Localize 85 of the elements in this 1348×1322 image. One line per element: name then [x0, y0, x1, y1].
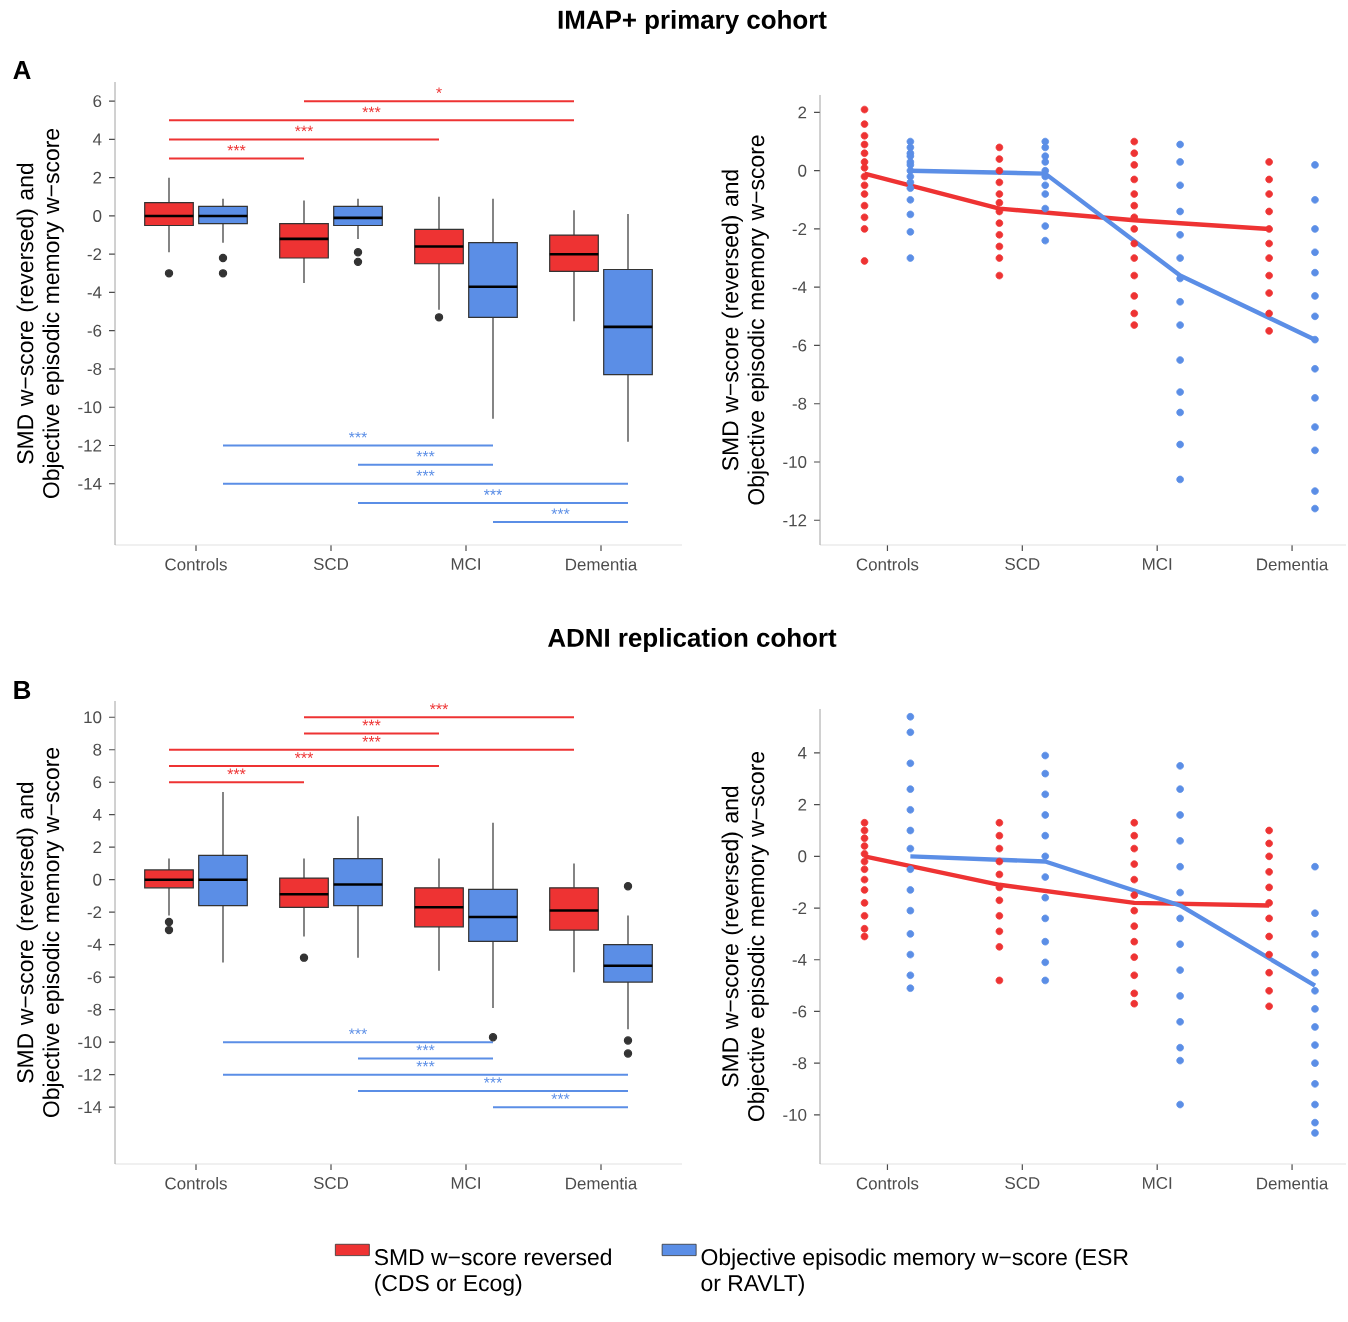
x-tick-label: Dementia	[1257, 558, 1329, 571]
y-tick-label: -4	[87, 938, 102, 951]
y-tick-label: 4	[797, 747, 807, 759]
ref-line-label: ***	[362, 106, 381, 113]
y-tick-label: -6	[792, 1005, 807, 1018]
ref-line-label: ***	[429, 703, 449, 710]
x-tick-label: Controls	[165, 558, 227, 571]
y-tick-label: 10	[84, 711, 102, 724]
y-tick-label: 0	[798, 164, 807, 177]
y-tick-label: 2	[798, 106, 807, 119]
y-tick-label: -6	[87, 971, 102, 984]
y-tick-label: 0	[93, 209, 102, 222]
ref-line-label: ***	[348, 431, 368, 438]
text: ADNI replication cohort	[548, 627, 837, 653]
legend-label: SMD w−score reversed (CDS or Ecog)	[374, 1248, 611, 1296]
y-tick-label: 2	[93, 171, 102, 184]
y-tick-label: -2	[792, 902, 807, 914]
ref-line-label: ***	[348, 1028, 368, 1035]
ref-line-label: ***	[551, 1093, 570, 1100]
ref-line-label: ***	[227, 144, 246, 151]
x-tick-label: Controls	[856, 558, 919, 571]
y-axis-title: SMD w−score (reversed) and Objective episodic memory w−score	[16, 128, 64, 499]
x-tick-label: SCD	[1005, 1177, 1040, 1189]
ref-line-label: ***	[294, 752, 314, 758]
x-tick-label: MCI	[1143, 1177, 1172, 1189]
ref-line-label: *	[436, 87, 442, 94]
x-tick-label: Controls	[165, 1177, 227, 1190]
ref-line-label: ***	[416, 470, 435, 476]
y-tick-label: 4	[92, 808, 102, 821]
ref-line-label: ***	[483, 1077, 503, 1083]
y-tick-label: -14	[78, 477, 102, 490]
y-tick-label: -8	[87, 1003, 102, 1016]
y-tick-label: -10	[78, 1036, 102, 1049]
ref-line-label: ***	[294, 125, 314, 132]
ref-line-label: ***	[416, 1044, 435, 1051]
y-tick-label: -8	[792, 1057, 807, 1070]
y-axis-title: SMD w−score (reversed) and Objective episodic memory w−score	[16, 747, 64, 1118]
y-tick-label: 0	[93, 873, 102, 886]
x-tick-label: Dementia	[1257, 1177, 1329, 1190]
y-tick-label: -10	[783, 1108, 807, 1121]
y-tick-label: 8	[93, 743, 102, 756]
y-tick-label: -4	[792, 281, 807, 294]
x-tick-label: MCI	[451, 558, 480, 570]
y-tick-label: -6	[792, 339, 807, 352]
ref-line-label: ***	[416, 1061, 435, 1067]
x-tick-label: SCD	[313, 558, 349, 570]
ref-line-label: ***	[483, 489, 503, 495]
y-tick-label: -4	[87, 286, 102, 299]
y-tick-label: -6	[87, 324, 102, 337]
text: B	[14, 681, 31, 699]
x-tick-label: SCD	[1005, 558, 1040, 570]
y-axis-title: SMD w−score (reversed) and Objective episodic memory w−score	[721, 751, 769, 1122]
y-tick-label: 0	[798, 850, 807, 863]
y-tick-label: 4	[92, 133, 102, 146]
y-tick-label: -12	[783, 514, 807, 527]
y-tick-label: -2	[87, 906, 102, 919]
y-tick-label: -10	[78, 401, 102, 414]
x-tick-label: MCI	[451, 1177, 480, 1189]
y-tick-label: -14	[78, 1101, 102, 1113]
x-tick-label: Controls	[856, 1177, 919, 1190]
legend-label: Objective episodic memory w−score (ESR or RAVLT)	[701, 1248, 1128, 1296]
text: IMAP+ primary cohort	[558, 9, 827, 35]
x-tick-label: MCI	[1143, 558, 1172, 570]
text: A	[13, 61, 31, 79]
y-tick-label: 2	[798, 798, 807, 811]
ref-line-label: ***	[551, 508, 570, 515]
y-tick-label: -2	[792, 223, 807, 235]
x-tick-label: Dementia	[566, 558, 638, 571]
y-tick-label: -12	[78, 1068, 102, 1081]
y-tick-label: -2	[87, 248, 102, 261]
ref-line-label: ***	[227, 768, 246, 775]
ref-line-label: ***	[362, 736, 381, 742]
y-axis-title: SMD w−score (reversed) and Objective episodic memory w−score	[721, 135, 769, 505]
y-tick-label: -4	[792, 953, 807, 966]
y-tick-label: -10	[783, 456, 807, 468]
y-tick-label: 6	[93, 95, 102, 108]
y-tick-label: -8	[87, 363, 102, 375]
x-tick-label: SCD	[313, 1177, 349, 1189]
y-tick-label: -12	[78, 439, 102, 452]
ref-line-label: ***	[362, 719, 381, 726]
ref-line-label: ***	[416, 451, 435, 457]
y-tick-label: 2	[93, 841, 102, 854]
y-tick-label: -8	[792, 397, 807, 410]
x-tick-label: Dementia	[566, 1177, 638, 1190]
y-tick-label: 6	[93, 776, 102, 789]
